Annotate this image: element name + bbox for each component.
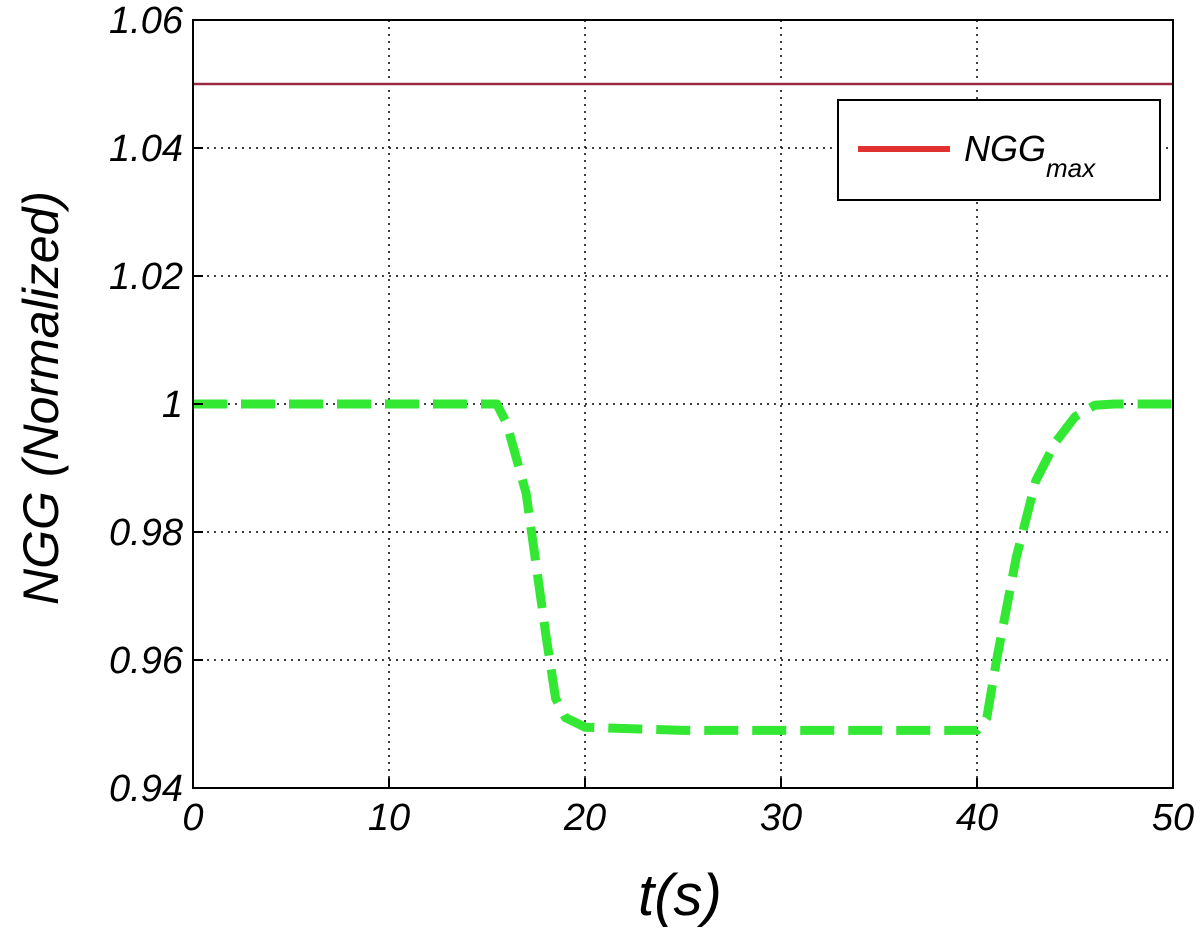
x-tick-label: 30: [760, 797, 802, 839]
ngg-response-line: [193, 399, 1173, 735]
y-tick-label: 0.94: [109, 768, 183, 810]
y-tick-label: 1.02: [109, 256, 183, 298]
y-tick-label: 0.98: [109, 512, 183, 554]
axis-ticks: 0 10 20 30 40 50 0.94 0.96 0.98 1 1.02 1.04 1.06: [109, 0, 1194, 839]
x-tick-label: 10: [368, 797, 410, 839]
x-tick-label: 40: [956, 797, 998, 839]
legend-label-main: NGG: [964, 128, 1046, 169]
y-tick-label: 1.04: [109, 128, 183, 170]
x-tick-label: 0: [182, 797, 203, 839]
y-tick-label: 1.06: [109, 0, 184, 42]
legend: NGGmax: [837, 99, 1161, 201]
x-tick-label: 50: [1152, 797, 1194, 839]
legend-label-subscript: max: [1046, 153, 1096, 183]
x-tick-label: 20: [563, 797, 606, 839]
y-tick-label: 0.96: [109, 640, 184, 682]
y-tick-label: 1: [162, 384, 183, 426]
x-axis-label: t(s): [638, 863, 722, 928]
series-layer: [193, 82, 1173, 735]
y-axis-label: NGG (Normalized): [13, 191, 69, 605]
legend-label: NGGmax: [964, 128, 1096, 183]
